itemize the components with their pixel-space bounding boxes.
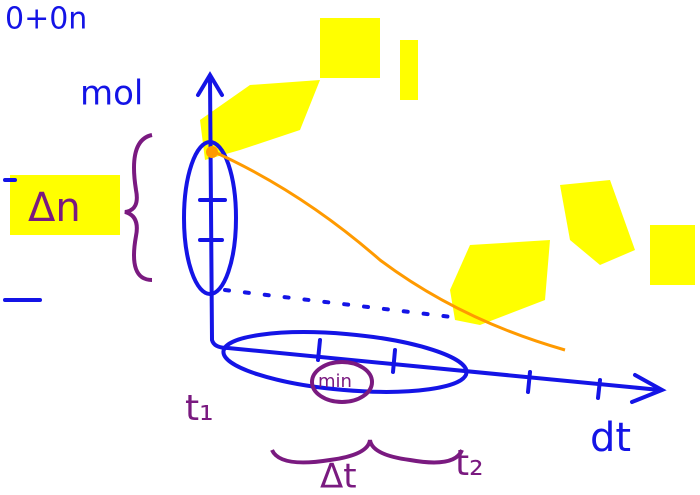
highlight [650, 225, 695, 285]
curve [209, 148, 566, 352]
min-label: min [318, 371, 352, 392]
t1-label: t₁ [185, 388, 214, 429]
x-arrow [630, 373, 667, 404]
delta-t-label: Δt [320, 457, 357, 495]
highlight [320, 18, 380, 78]
x-axis-label: dt [590, 415, 631, 461]
axes [3, 71, 667, 404]
braces [124, 133, 464, 465]
axis-lines [208, 76, 662, 392]
highlights [10, 18, 695, 325]
brace-y [124, 133, 153, 282]
dotted-line [223, 288, 462, 320]
y-axis-label: mol [80, 74, 143, 114]
t2-label: t₂ [455, 443, 484, 484]
highlight [560, 180, 635, 265]
ellipse-min [310, 360, 374, 404]
ellipse-x [221, 330, 469, 394]
ellipse-y [182, 140, 238, 296]
highlight [450, 240, 550, 325]
corner-note: 0+0n [5, 2, 87, 37]
highlight [10, 175, 120, 235]
brace-x [270, 439, 464, 465]
point [206, 146, 218, 158]
highlight [400, 40, 418, 100]
highlight [200, 80, 320, 160]
delta-n-label: Δn [28, 185, 81, 231]
ticks [198, 198, 602, 400]
y-arrow [196, 71, 224, 97]
